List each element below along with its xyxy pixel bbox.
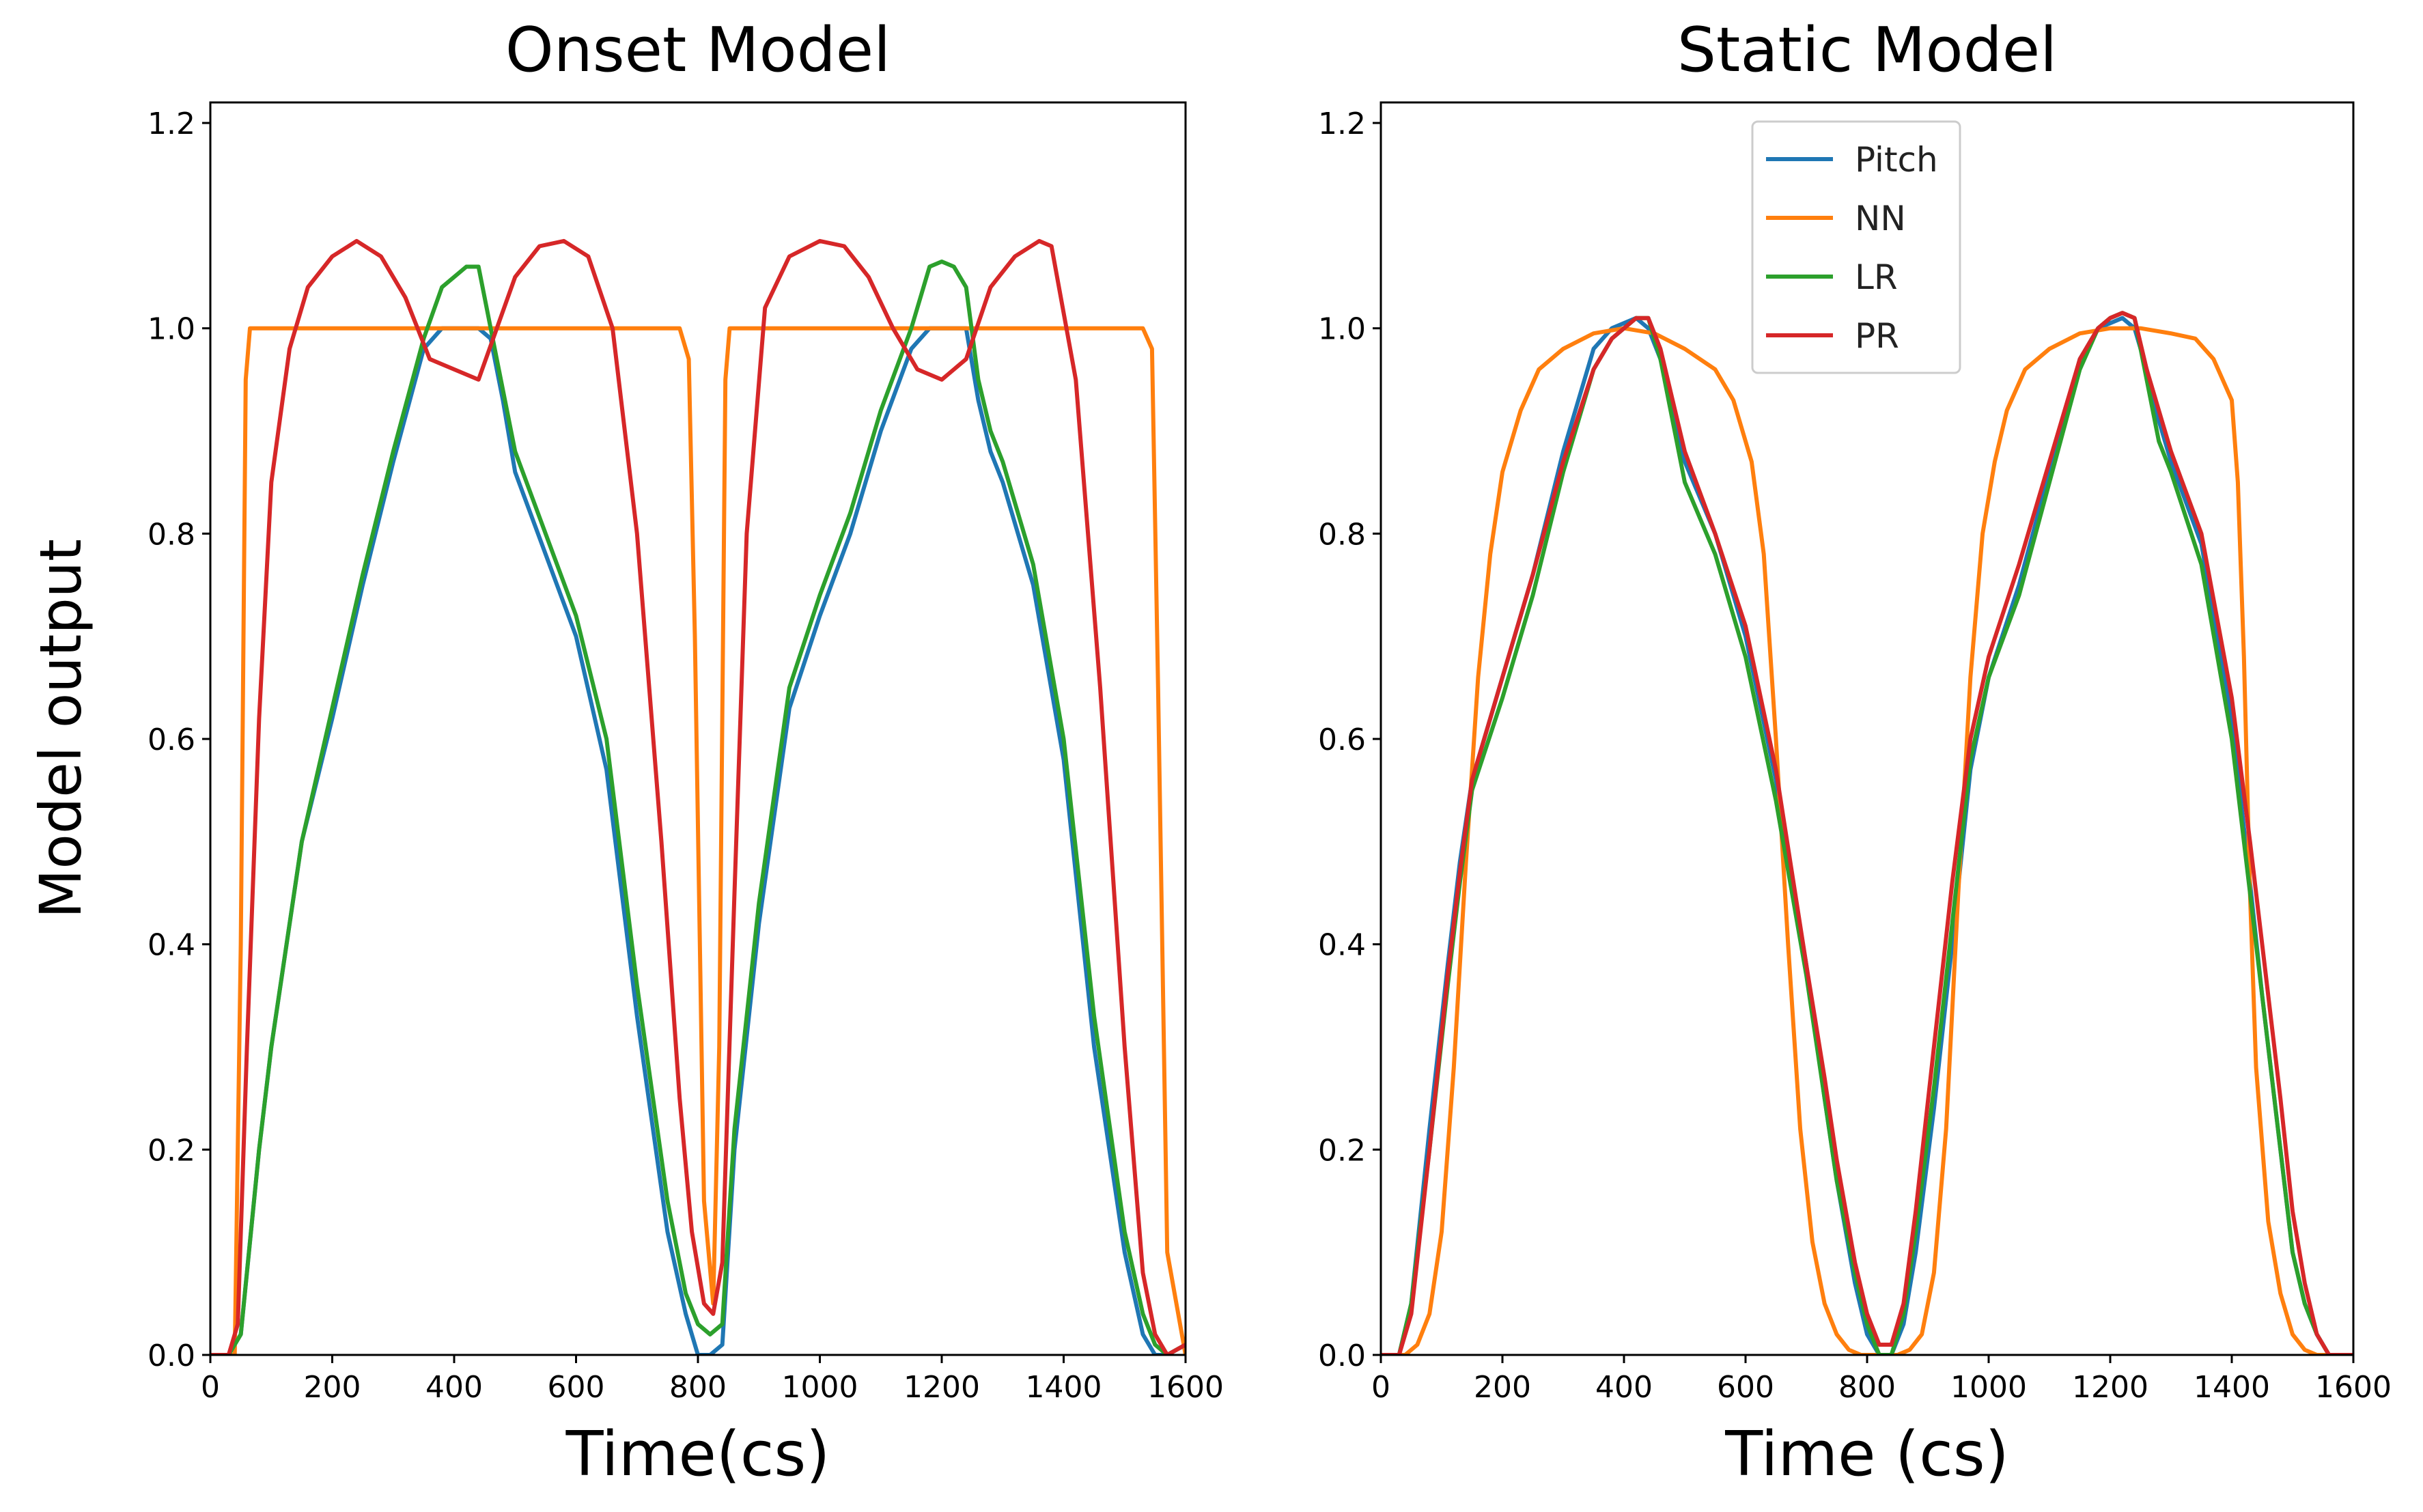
static-model-panel: 0 200 400 600 800 1000 1200 1400 1600 0.0 0.2 0.4 0.…: [1318, 14, 2392, 1490]
y-tick-label: 0.2: [1318, 1133, 1366, 1168]
x-tick-label: 1400: [1026, 1370, 1102, 1405]
y-tick-label: 0.6: [1318, 723, 1366, 757]
legend-label-nn: NN: [1855, 199, 1906, 238]
y-tick-label: 1.0: [148, 312, 195, 347]
series-line-lr: [210, 260, 1186, 1355]
x-axis-label: Time(cs): [565, 1418, 830, 1490]
series-line-nn: [210, 326, 1186, 1355]
x-tick-label: 600: [1717, 1370, 1774, 1405]
x-axis-label: Time (cs): [1724, 1418, 2008, 1490]
legend-label-pitch: Pitch: [1855, 140, 1938, 180]
x-tick-label: 1000: [1950, 1370, 2027, 1405]
legend: Pitch NN LR PR: [1751, 120, 1961, 374]
x-tick-label: 400: [1595, 1370, 1653, 1405]
y-axis-label: Model output: [27, 539, 94, 919]
x-tick-label: 1600: [1147, 1370, 1224, 1405]
series-line-pr: [210, 238, 1186, 1355]
series-lines: [210, 238, 1186, 1355]
y-tick-label: 0.8: [1318, 517, 1366, 552]
series-lines: [1381, 311, 2353, 1355]
series-line-nn: [1381, 326, 2353, 1355]
y-tick-label: 0.6: [148, 723, 195, 757]
x-tick-label: 200: [1474, 1370, 1531, 1405]
y-tick-label: 0.0: [1318, 1339, 1366, 1373]
x-tick-label: 1600: [2315, 1370, 2392, 1405]
legend-box: [1751, 120, 1961, 374]
x-tick-label: 800: [1838, 1370, 1896, 1405]
chart-title: Onset Model: [505, 14, 891, 86]
y-tick-label: 0.0: [148, 1339, 195, 1373]
x-tick-label: 1200: [904, 1370, 980, 1405]
y-tick-label: 1.2: [1318, 107, 1366, 141]
series-line-pr: [1381, 311, 2353, 1355]
x-tick-label: 1200: [2072, 1370, 2148, 1405]
x-tick-label: 200: [304, 1370, 361, 1405]
x-tick-label: 1400: [2194, 1370, 2270, 1405]
chart-title: Static Model: [1677, 14, 2057, 86]
y-tick-label: 0.2: [148, 1133, 195, 1168]
series-line-pitch: [1381, 316, 2353, 1355]
series-line-pitch: [210, 326, 1186, 1355]
legend-label-pr: PR: [1855, 316, 1899, 356]
y-tick-label: 0.8: [148, 517, 195, 552]
series-line-lr: [1381, 311, 2353, 1355]
x-tick-label: 800: [669, 1370, 727, 1405]
y-tick-label: 0.4: [1318, 928, 1366, 963]
x-tick-label: 0: [1371, 1370, 1390, 1405]
legend-label-lr: LR: [1855, 257, 1898, 297]
x-tick-label: 0: [201, 1370, 220, 1405]
x-tick-label: 400: [425, 1370, 483, 1405]
y-tick-label: 1.0: [1318, 312, 1366, 347]
x-tick-label: 1000: [782, 1370, 858, 1405]
x-tick-label: 600: [548, 1370, 605, 1405]
onset-model-panel: 0 200 400 600 800 1000 1200 1400 1600 0.0 0.2 0.4 0.…: [27, 14, 1224, 1490]
y-tick-label: 1.2: [148, 107, 195, 141]
y-tick-label: 0.4: [148, 928, 195, 963]
